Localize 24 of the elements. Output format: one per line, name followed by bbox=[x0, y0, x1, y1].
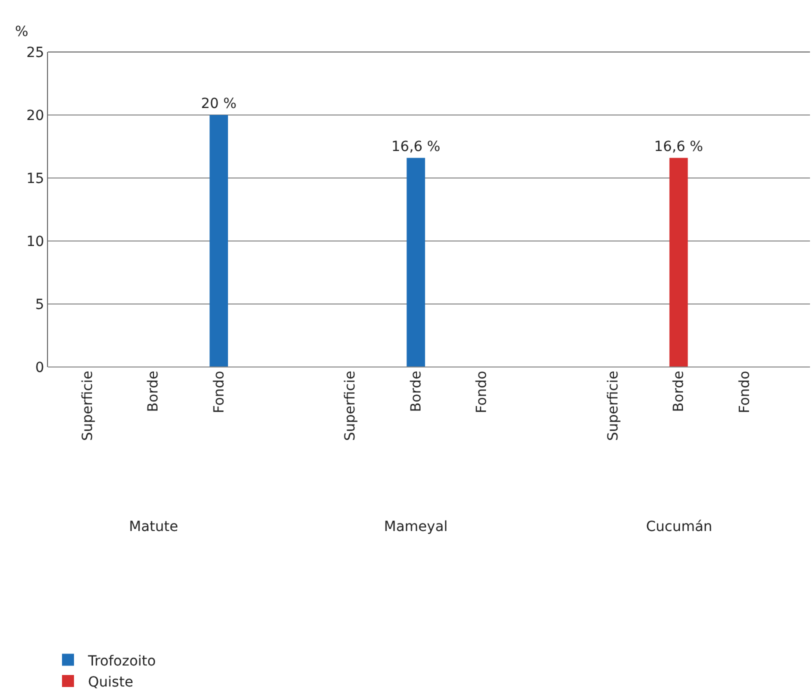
y-tick-label: 15 bbox=[26, 170, 44, 187]
x-tick-label: Superficie bbox=[80, 370, 96, 441]
y-tick-label: 0 bbox=[35, 360, 44, 376]
data-label: 20 % bbox=[201, 96, 237, 112]
x-tick-label: Borde bbox=[408, 370, 424, 412]
x-tick-label: Superficie bbox=[342, 370, 359, 441]
text: Matute bbox=[129, 519, 178, 535]
x-tick-label: Borde bbox=[671, 370, 688, 412]
x-tick-label: Fondo bbox=[736, 370, 753, 414]
y-tick-label: 5 bbox=[35, 296, 44, 313]
y-tick-label: 10 bbox=[26, 234, 44, 250]
data-label: 16,6 % bbox=[391, 138, 440, 155]
x-tick-label: Fondo bbox=[474, 370, 490, 414]
x-tick-label: Borde bbox=[146, 370, 162, 412]
x-tick-label: Fondo bbox=[211, 370, 228, 414]
legend-label: Trofozoito bbox=[87, 653, 156, 670]
legend-label: Quiste bbox=[88, 674, 134, 690]
y-axis-title: % bbox=[15, 24, 28, 40]
x-tick-label: Superficie bbox=[605, 370, 622, 441]
y-tick-label: 20 bbox=[26, 108, 44, 124]
data-label: 16,6 % bbox=[654, 138, 704, 155]
text: Cucumán bbox=[646, 519, 712, 535]
text: Mameyal bbox=[384, 519, 448, 535]
y-tick-label: 25 bbox=[26, 44, 44, 61]
